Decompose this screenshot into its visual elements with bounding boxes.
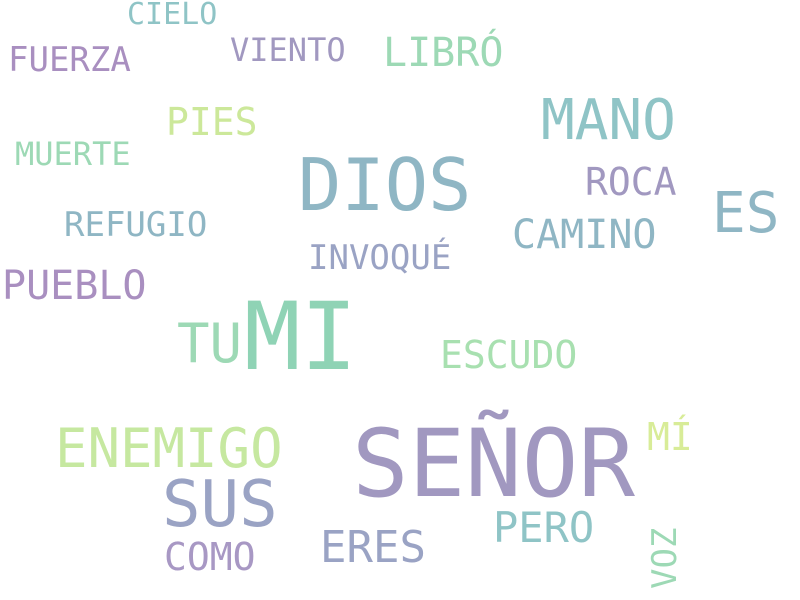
- word-es: ES: [712, 181, 780, 246]
- word-mi: MI: [244, 283, 358, 392]
- word-roca: ROCA: [585, 160, 677, 204]
- word-refugio: REFUGIO: [64, 205, 208, 245]
- word-viento: VIENTO: [230, 31, 346, 69]
- word-enemigo: ENEMIGO: [55, 417, 283, 480]
- word-senor: SEÑOR: [352, 410, 635, 519]
- word-mano: MANO: [541, 88, 676, 153]
- word-invoque: INVOQUÉ: [308, 238, 452, 278]
- word-eres: ERES: [320, 522, 426, 573]
- word-libro: LIBRÓ: [383, 30, 504, 76]
- word-sus: SUS: [162, 468, 278, 542]
- word-mi-accent: MÍ: [647, 415, 693, 459]
- word-como: COMO: [164, 535, 256, 579]
- word-pies: PIES: [166, 100, 258, 144]
- word-escudo: ESCUDO: [440, 333, 578, 377]
- word-pero: PERO: [493, 503, 595, 552]
- word-tu: TU: [177, 312, 243, 375]
- word-camino: CAMINO: [512, 212, 657, 258]
- word-fuerza: FUERZA: [8, 40, 131, 80]
- word-muerte: MUERTE: [15, 135, 131, 173]
- word-pueblo: PUEBLO: [2, 263, 147, 309]
- word-dios: DIOS: [298, 143, 472, 227]
- word-voz: VOZ: [645, 527, 685, 589]
- word-cielo: CIELO: [127, 0, 218, 32]
